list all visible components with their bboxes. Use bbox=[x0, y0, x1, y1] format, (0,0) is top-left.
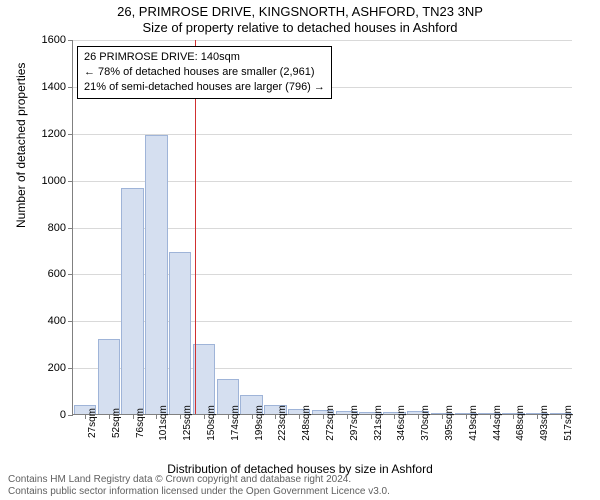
xtick-label: 395sqm bbox=[444, 405, 455, 441]
xtick-mark bbox=[204, 414, 205, 419]
histogram-bar bbox=[169, 252, 191, 414]
xtick-label: 27sqm bbox=[87, 408, 98, 438]
xtick-mark bbox=[323, 414, 324, 419]
title-line-2: Size of property relative to detached ho… bbox=[0, 20, 600, 35]
attribution-footer: Contains HM Land Registry data © Crown c… bbox=[8, 474, 592, 498]
ytick-mark bbox=[68, 40, 73, 41]
footer-line-1: Contains HM Land Registry data © Crown c… bbox=[8, 474, 592, 486]
ytick-label: 0 bbox=[16, 409, 66, 421]
xtick-mark bbox=[228, 414, 229, 419]
xtick-mark bbox=[561, 414, 562, 419]
ytick-mark bbox=[68, 368, 73, 369]
footer-line-2: Contains public sector information licen… bbox=[8, 486, 592, 498]
xtick-label: 493sqm bbox=[539, 405, 550, 441]
xtick-label: 517sqm bbox=[563, 405, 574, 441]
histogram-bar bbox=[121, 188, 143, 414]
ytick-mark bbox=[68, 87, 73, 88]
chart-container: 26, PRIMROSE DRIVE, KINGSNORTH, ASHFORD,… bbox=[0, 0, 600, 500]
xtick-label: 52sqm bbox=[111, 408, 122, 438]
annotation-box: 26 PRIMROSE DRIVE: 140sqm ← 78% of detac… bbox=[77, 46, 332, 99]
xtick-label: 125sqm bbox=[182, 405, 193, 441]
histogram-bar bbox=[193, 344, 215, 414]
xtick-mark bbox=[466, 414, 467, 419]
xtick-label: 346sqm bbox=[396, 405, 407, 441]
xtick-label: 101sqm bbox=[158, 405, 169, 441]
ytick-label: 1600 bbox=[16, 34, 66, 46]
xtick-mark bbox=[347, 414, 348, 419]
ytick-mark bbox=[68, 181, 73, 182]
gridline bbox=[73, 40, 572, 41]
xtick-label: 297sqm bbox=[349, 405, 360, 441]
ytick-mark bbox=[68, 274, 73, 275]
xtick-label: 174sqm bbox=[230, 405, 241, 441]
xtick-label: 223sqm bbox=[277, 405, 288, 441]
xtick-mark bbox=[371, 414, 372, 419]
xtick-label: 76sqm bbox=[135, 408, 146, 438]
y-axis-label: Number of detached properties bbox=[14, 63, 28, 228]
xtick-label: 321sqm bbox=[373, 405, 384, 441]
title-line-1: 26, PRIMROSE DRIVE, KINGSNORTH, ASHFORD,… bbox=[0, 4, 600, 19]
ytick-mark bbox=[68, 415, 73, 416]
xtick-label: 272sqm bbox=[325, 405, 336, 441]
plot-area: 26 PRIMROSE DRIVE: 140sqm ← 78% of detac… bbox=[72, 40, 572, 415]
xtick-label: 199sqm bbox=[254, 405, 265, 441]
annotation-line-2: ← 78% of detached houses are smaller (2,… bbox=[84, 65, 325, 80]
ytick-mark bbox=[68, 134, 73, 135]
xtick-mark bbox=[442, 414, 443, 419]
xtick-label: 248sqm bbox=[301, 405, 312, 441]
xtick-mark bbox=[252, 414, 253, 419]
xtick-label: 419sqm bbox=[468, 405, 479, 441]
annotation-line-1: 26 PRIMROSE DRIVE: 140sqm bbox=[84, 50, 325, 65]
ytick-label: 200 bbox=[16, 362, 66, 374]
ytick-label: 600 bbox=[16, 268, 66, 280]
xtick-label: 150sqm bbox=[206, 405, 217, 441]
xtick-label: 468sqm bbox=[515, 405, 526, 441]
xtick-mark bbox=[109, 414, 110, 419]
xtick-mark bbox=[133, 414, 134, 419]
xtick-mark bbox=[180, 414, 181, 419]
annotation-line-3: 21% of semi-detached houses are larger (… bbox=[84, 80, 325, 95]
xtick-label: 370sqm bbox=[420, 405, 431, 441]
xtick-mark bbox=[85, 414, 86, 419]
ytick-label: 400 bbox=[16, 315, 66, 327]
xtick-mark bbox=[490, 414, 491, 419]
histogram-bar bbox=[98, 339, 120, 414]
ytick-mark bbox=[68, 228, 73, 229]
xtick-label: 444sqm bbox=[492, 405, 503, 441]
histogram-bar bbox=[145, 135, 167, 414]
ytick-mark bbox=[68, 321, 73, 322]
